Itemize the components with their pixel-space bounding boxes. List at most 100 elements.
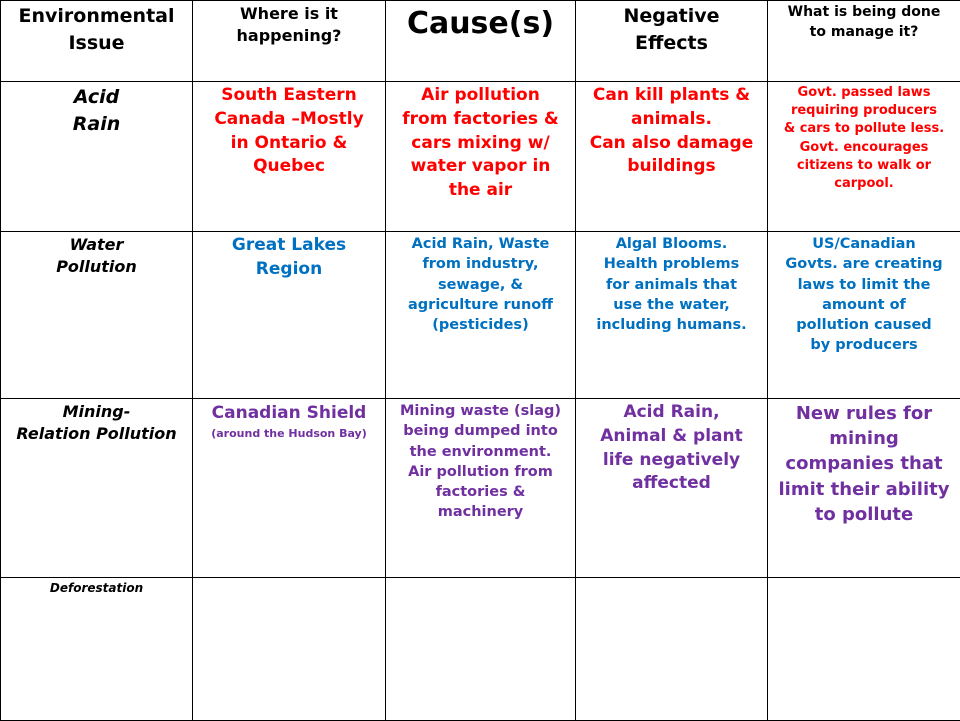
cause-line: from factories & xyxy=(392,108,569,132)
cause-cell: Air pollution from factories & cars mixi… xyxy=(386,82,576,232)
header-manage-line: to manage it? xyxy=(774,23,954,43)
table-row: Mining- Relation Pollution Canadian Shie… xyxy=(1,399,960,578)
issue-line: Rain xyxy=(7,111,186,138)
where-line: South Eastern xyxy=(199,84,379,108)
cause-cell: Mining waste (slag) being dumped into th… xyxy=(386,399,576,578)
manage-cell: Govt. passed laws requiring producers & … xyxy=(768,82,960,232)
header-issue-line: Environmental xyxy=(7,3,186,30)
where-line: Quebec xyxy=(199,155,379,179)
manage-line: citizens to walk or xyxy=(774,157,954,175)
where-cell: South Eastern Canada –Mostly in Ontario … xyxy=(193,82,386,232)
header-where-line: happening? xyxy=(199,25,379,47)
where-line: Region xyxy=(199,258,379,282)
header-negative-line: Effects xyxy=(582,30,761,57)
header-where-line: Where is it xyxy=(199,3,379,25)
where-line: in Ontario & xyxy=(199,132,379,156)
negative-line: buildings xyxy=(582,155,761,179)
where-note: (around the Hudson Bay) xyxy=(199,427,379,441)
negative-line: for animals that xyxy=(582,275,761,295)
issue-line: Water xyxy=(7,234,186,256)
where-line: Canadian Shield xyxy=(199,401,379,427)
header-negative-line: Negative xyxy=(582,3,761,30)
manage-line: companies that xyxy=(774,451,954,476)
cause-line: Mining waste (slag) xyxy=(392,401,569,421)
manage-line: mining xyxy=(774,426,954,451)
manage-line: Govts. are creating xyxy=(774,254,954,274)
manage-cell: New rules for mining companies that limi… xyxy=(768,399,960,578)
manage-line: carpool. xyxy=(774,175,954,193)
negative-line: including humans. xyxy=(582,315,761,335)
header-row: Environmental Issue Where is it happenin… xyxy=(1,1,960,82)
header-issue-line: Issue xyxy=(7,30,186,57)
cause-line: agriculture runoff xyxy=(392,295,569,315)
negative-cell xyxy=(576,578,768,721)
cause-line: (pesticides) xyxy=(392,315,569,335)
manage-line: requiring producers xyxy=(774,102,954,120)
cause-cell xyxy=(386,578,576,721)
table-row: Acid Rain South Eastern Canada –Mostly i… xyxy=(1,82,960,232)
header-cause: Cause(s) xyxy=(386,1,576,82)
header-manage: What is being done to manage it? xyxy=(768,1,960,82)
negative-cell: Algal Blooms. Health problems for animal… xyxy=(576,232,768,399)
manage-line: New rules for xyxy=(774,401,954,426)
issue-line: Pollution xyxy=(7,256,186,278)
cause-line: the air xyxy=(392,179,569,203)
cause-line: factories & xyxy=(392,482,569,502)
where-line: Canada –Mostly xyxy=(199,108,379,132)
where-cell xyxy=(193,578,386,721)
issue-cell: Acid Rain xyxy=(1,82,193,232)
manage-line: pollution caused xyxy=(774,315,954,335)
manage-cell: US/Canadian Govts. are creating laws to … xyxy=(768,232,960,399)
cause-line: cars mixing w/ xyxy=(392,132,569,156)
issue-cell: Deforestation xyxy=(1,578,193,721)
issue-cell: Water Pollution xyxy=(1,232,193,399)
negative-line: Animal & plant xyxy=(582,425,761,449)
negative-line: affected xyxy=(582,472,761,496)
negative-line: Health problems xyxy=(582,254,761,274)
negative-line: life negatively xyxy=(582,449,761,473)
manage-line: Govt. encourages xyxy=(774,139,954,157)
negative-cell: Acid Rain, Animal & plant life negativel… xyxy=(576,399,768,578)
cause-line: the environment. xyxy=(392,442,569,462)
manage-line: laws to limit the xyxy=(774,275,954,295)
where-cell: Great Lakes Region xyxy=(193,232,386,399)
manage-line: limit their ability xyxy=(774,477,954,502)
header-manage-line: What is being done xyxy=(774,3,954,23)
negative-line: Acid Rain, xyxy=(582,401,761,425)
cause-line: Air pollution xyxy=(392,84,569,108)
cause-line: sewage, & xyxy=(392,275,569,295)
negative-line: Can kill plants & xyxy=(582,84,761,108)
negative-line: Can also damage xyxy=(582,132,761,156)
header-where: Where is it happening? xyxy=(193,1,386,82)
header-negative: Negative Effects xyxy=(576,1,768,82)
table-row: Water Pollution Great Lakes Region Acid … xyxy=(1,232,960,399)
manage-cell xyxy=(768,578,960,721)
cause-line: being dumped into xyxy=(392,421,569,441)
negative-line: Algal Blooms. xyxy=(582,234,761,254)
cause-cell: Acid Rain, Waste from industry, sewage, … xyxy=(386,232,576,399)
negative-line: animals. xyxy=(582,108,761,132)
table-row: Deforestation xyxy=(1,578,960,721)
cause-line: Acid Rain, Waste xyxy=(392,234,569,254)
cause-line: water vapor in xyxy=(392,155,569,179)
issue-cell: Mining- Relation Pollution xyxy=(1,399,193,578)
header-issue: Environmental Issue xyxy=(1,1,193,82)
cause-line: from industry, xyxy=(392,254,569,274)
issue-line: Deforestation xyxy=(7,580,186,597)
issue-line: Relation Pollution xyxy=(7,423,186,445)
issue-line: Acid xyxy=(7,84,186,111)
manage-line: US/Canadian xyxy=(774,234,954,254)
issue-line: Mining- xyxy=(7,401,186,423)
manage-line: to pollute xyxy=(774,502,954,527)
cause-line: machinery xyxy=(392,502,569,522)
manage-line: amount of xyxy=(774,295,954,315)
manage-line: & cars to pollute less. xyxy=(774,120,954,138)
where-cell: Canadian Shield (around the Hudson Bay) xyxy=(193,399,386,578)
negative-line: use the water, xyxy=(582,295,761,315)
negative-cell: Can kill plants & animals. Can also dama… xyxy=(576,82,768,232)
where-line: Great Lakes xyxy=(199,234,379,258)
manage-line: Govt. passed laws xyxy=(774,84,954,102)
manage-line: by producers xyxy=(774,335,954,355)
cause-line: Air pollution from xyxy=(392,462,569,482)
